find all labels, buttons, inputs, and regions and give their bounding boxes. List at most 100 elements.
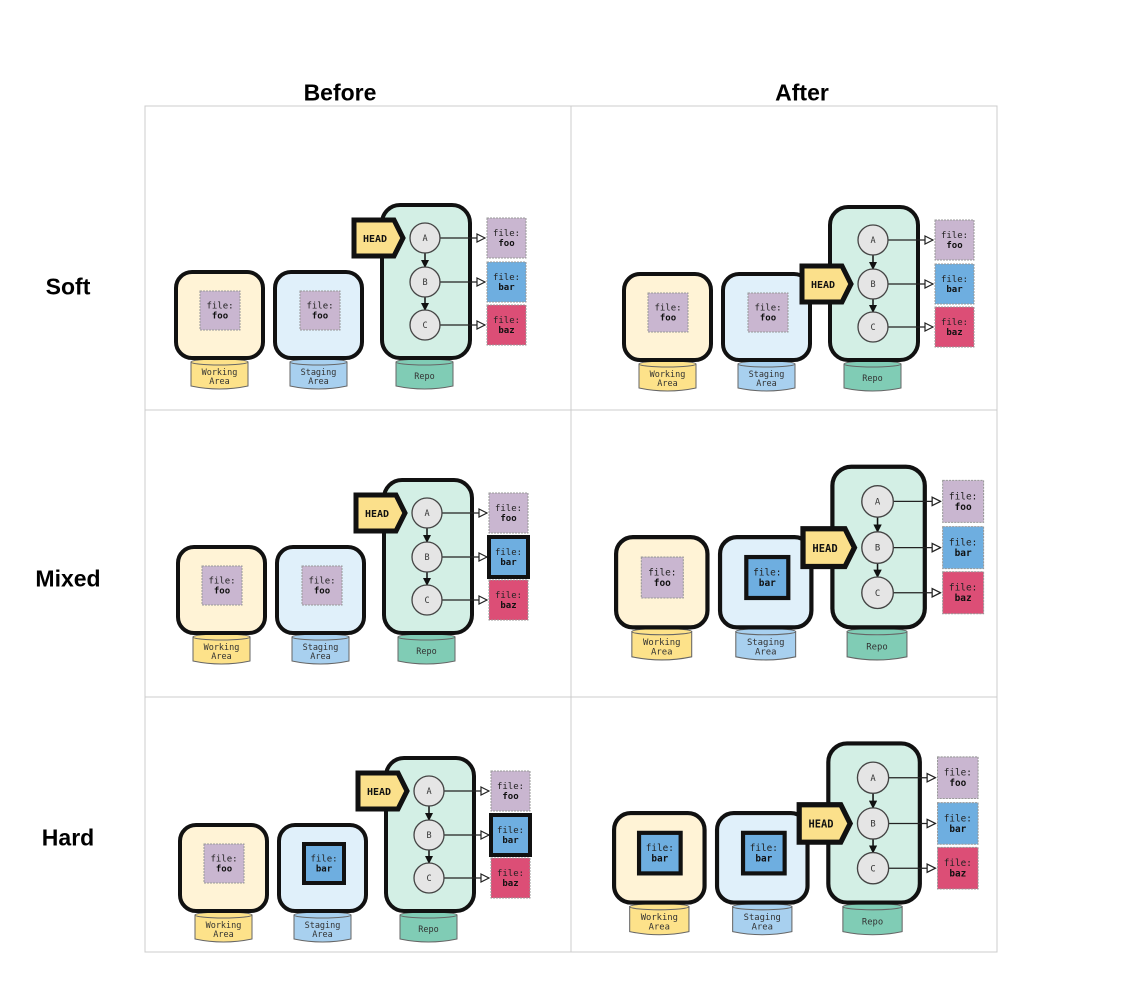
working-area-base [631, 631, 693, 661]
head-label: HEAD [365, 509, 389, 520]
staging-file-prefix: file: [308, 577, 335, 587]
commit-a [409, 222, 441, 254]
repo-file-foo-name: foo [955, 502, 972, 513]
head-pointer [355, 770, 410, 812]
working-area-base [194, 914, 253, 943]
repo-base [843, 363, 902, 392]
working-area-label-line2: Area [657, 379, 677, 389]
staging-file-box [747, 292, 789, 333]
commit-label: A [875, 498, 881, 508]
staging-file-name: foo [314, 587, 330, 597]
row-header-soft: Soft [45, 273, 91, 300]
working-file-box [203, 843, 245, 884]
staging-area-label-line1: Staging [747, 638, 785, 648]
staging-file-prefix: file: [753, 567, 781, 578]
commit-label: A [870, 236, 875, 246]
staging-file-name: bar [759, 578, 776, 589]
repo-file-bar-box [489, 813, 532, 857]
head-label: HEAD [812, 543, 837, 555]
working-area-base [629, 906, 690, 936]
repo-file-bar-box [934, 263, 975, 305]
repo-base [846, 631, 908, 661]
staging-area-base [732, 906, 793, 936]
cell-mixed-after: WorkingAreafile:fooStagingAreafile:barRe… [614, 464, 985, 661]
repo-file-bar-prefix: file: [941, 275, 968, 285]
staging-file-prefix: file: [754, 304, 781, 314]
staging-area-label-line1: Staging [305, 921, 341, 931]
column-header-after: After [775, 79, 829, 106]
commit-label: C [422, 321, 427, 331]
working-area-label-line2: Area [649, 923, 670, 933]
repo-label: Repo [862, 374, 882, 384]
repo-file-baz-name: baz [949, 869, 966, 880]
working-file-name: foo [214, 587, 230, 597]
staging-area-label-line2: Area [310, 652, 330, 662]
row-header-hard: Hard [41, 824, 95, 851]
commit-label: C [870, 323, 875, 333]
head-label: HEAD [367, 787, 391, 798]
repo-file-bar-prefix: file: [497, 826, 524, 836]
staging-file-name: bar [316, 865, 333, 875]
staging-file-prefix: file: [750, 843, 778, 854]
commit-c [409, 309, 441, 341]
repo-file-bar-prefix: file: [949, 538, 977, 549]
commit-b [409, 266, 441, 298]
commit-label: B [422, 278, 427, 288]
staging-file-name: foo [760, 314, 776, 324]
repo-file-foo-prefix: file: [495, 504, 522, 514]
head-pointer [353, 492, 408, 534]
working-area-label-line2: Area [211, 652, 231, 662]
repo-file-baz-box [936, 846, 979, 890]
staging-area-label-line1: Staging [749, 370, 785, 380]
working-file-box [199, 290, 241, 331]
repo-file-bar-name: bar [502, 836, 519, 846]
working-area-base [192, 636, 251, 665]
commit-a [413, 775, 445, 807]
working-area-label-line2: Area [209, 377, 229, 387]
repo-file-foo-prefix: file: [949, 491, 977, 502]
repo-file-bar-box [942, 526, 985, 570]
staging-area-label-line2: Area [312, 930, 332, 940]
repo-file-baz-name: baz [502, 879, 518, 889]
working-file-box [636, 830, 683, 876]
staging-area-base [291, 636, 350, 665]
head-pointer [799, 263, 854, 305]
cell-hard-before: WorkingAreafile:fooStagingAreafile:barRe… [178, 756, 532, 943]
staging-area-label-line2: Area [755, 648, 776, 658]
working-area-label-line1: Working [202, 368, 238, 378]
commit-b [857, 268, 889, 300]
head-label: HEAD [809, 819, 834, 831]
commit-label: B [424, 553, 429, 563]
commit-b [856, 807, 890, 840]
repo-file-baz-prefix: file: [497, 869, 524, 879]
repo-file-baz-prefix: file: [949, 583, 977, 594]
column-header-before: Before [303, 79, 377, 106]
repo-label: Repo [414, 372, 434, 382]
staging-file-name: foo [312, 312, 328, 322]
repo-file-baz-box [488, 579, 529, 621]
repo-file-baz-box [934, 306, 975, 348]
staging-file-box [301, 565, 343, 606]
commit-b [861, 531, 894, 565]
repo-file-bar-name: bar [949, 824, 966, 835]
repo-file-bar-prefix: file: [493, 273, 520, 283]
commit-b [411, 541, 443, 573]
cell-hard-after: WorkingAreafile:barStagingAreafile:barRe… [612, 741, 979, 936]
working-file-prefix: file: [648, 567, 676, 578]
repo-label: Repo [416, 647, 436, 657]
commit-label: C [424, 596, 429, 606]
repo-base [397, 636, 456, 665]
row-header-mixed: Mixed [35, 565, 101, 592]
head-pointer [800, 526, 858, 570]
staging-area-base [289, 361, 348, 390]
repo-file-bar-prefix: file: [944, 813, 972, 824]
repo-file-foo-box [942, 479, 985, 523]
repo-file-bar-box [936, 802, 979, 845]
repo-file-bar-name: bar [955, 548, 972, 559]
working-file-name: foo [660, 314, 676, 324]
repo-base [399, 914, 458, 943]
working-file-name: foo [216, 865, 232, 875]
staging-area-label-line1: Staging [301, 368, 337, 378]
head-pointer [796, 802, 854, 845]
